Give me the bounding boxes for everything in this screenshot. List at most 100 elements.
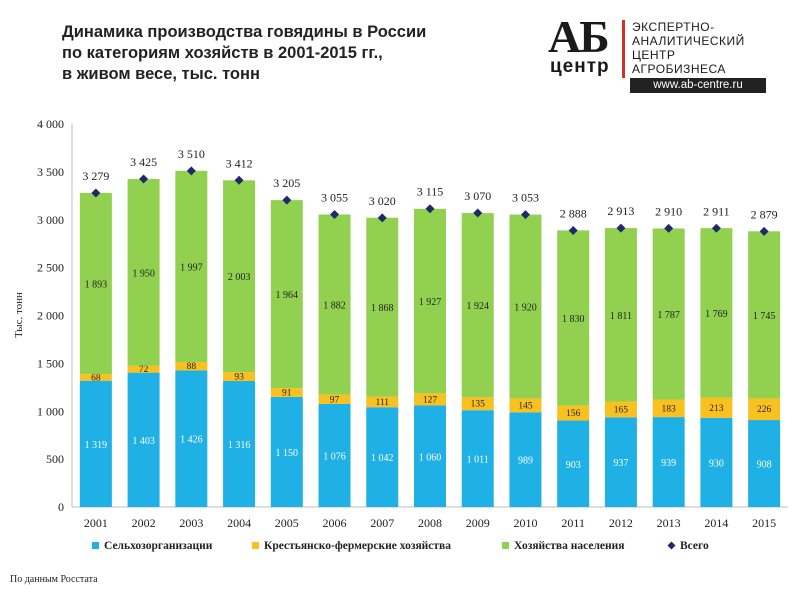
data-label: 1 997 bbox=[180, 262, 203, 273]
data-label: 72 bbox=[139, 365, 149, 375]
data-label: 989 bbox=[518, 456, 533, 467]
data-label: 1 924 bbox=[466, 301, 489, 312]
total-label: 3 510 bbox=[178, 147, 205, 161]
data-label: 1 319 bbox=[85, 440, 108, 451]
x-tick-label: 2005 bbox=[275, 516, 299, 530]
logo-line-3: ЦЕНТР bbox=[632, 48, 676, 62]
bar-segment bbox=[557, 230, 590, 406]
total-marker bbox=[186, 166, 196, 176]
total-marker bbox=[377, 213, 387, 223]
data-label: 1 882 bbox=[323, 301, 346, 312]
bar-segment bbox=[318, 214, 351, 395]
bar-segment bbox=[604, 401, 637, 418]
legend-label: Сельхозорганизации bbox=[104, 540, 213, 552]
bar-segment bbox=[366, 407, 399, 507]
bar-segment bbox=[700, 397, 733, 418]
total-marker bbox=[568, 225, 578, 235]
y-tick-label: 0 bbox=[58, 500, 64, 514]
total-marker bbox=[711, 223, 721, 233]
data-label: 91 bbox=[282, 389, 292, 399]
x-tick-label: 2010 bbox=[513, 516, 537, 530]
total-marker bbox=[282, 195, 292, 205]
bar-segment bbox=[366, 217, 399, 397]
data-label: 903 bbox=[566, 460, 581, 471]
total-marker bbox=[616, 223, 626, 233]
y-tick-label: 2 000 bbox=[37, 309, 64, 323]
title-line-2: по категориям хозяйств в 2001-2015 гг., bbox=[62, 44, 383, 62]
bar-segment bbox=[557, 420, 590, 507]
data-label: 1 426 bbox=[180, 435, 203, 446]
data-label: 1 811 bbox=[610, 311, 632, 322]
bar-segment bbox=[557, 405, 590, 421]
data-label: 183 bbox=[662, 404, 677, 414]
x-tick-label: 2007 bbox=[370, 516, 394, 530]
data-label: 1 893 bbox=[85, 280, 108, 291]
total-marker bbox=[234, 175, 244, 185]
bar-segment bbox=[509, 398, 542, 413]
x-tick-label: 2004 bbox=[227, 516, 251, 530]
bar-segment bbox=[700, 228, 733, 398]
legend-swatch bbox=[92, 542, 99, 549]
bar-segment bbox=[127, 179, 160, 366]
total-label: 3 279 bbox=[82, 169, 109, 183]
legend-swatch bbox=[502, 542, 509, 549]
bar-segment bbox=[604, 228, 637, 402]
total-marker bbox=[664, 223, 674, 233]
data-label: 1 316 bbox=[228, 440, 251, 451]
x-tick-label: 2011 bbox=[561, 516, 585, 530]
bar-segment bbox=[223, 372, 256, 381]
y-tick-label: 3 500 bbox=[37, 165, 64, 179]
data-label: 1 011 bbox=[467, 455, 489, 466]
total-marker bbox=[473, 208, 483, 218]
total-marker bbox=[520, 210, 530, 220]
total-label: 3 115 bbox=[417, 185, 444, 199]
bar-segment bbox=[748, 231, 781, 399]
legend-label: Всего bbox=[680, 540, 709, 552]
data-label: 213 bbox=[709, 404, 724, 414]
bar-segment bbox=[748, 420, 781, 507]
data-label: 1 927 bbox=[419, 297, 442, 308]
total-label: 3 412 bbox=[226, 156, 253, 170]
y-tick-label: 3 000 bbox=[37, 213, 64, 227]
bar-segment bbox=[79, 192, 112, 375]
data-label: 1 964 bbox=[276, 290, 299, 301]
logo-text: ЭКСПЕРТНО- АНАЛИТИЧЕСКИЙ ЦЕНТР АГРОБИЗНЕ… bbox=[632, 20, 745, 76]
data-label: 68 bbox=[91, 373, 101, 383]
total-label: 2 911 bbox=[703, 204, 730, 218]
logo-mark-bottom: центр bbox=[550, 56, 610, 77]
data-label: 1 830 bbox=[562, 314, 585, 325]
bar-segment bbox=[270, 396, 303, 507]
bar-segment bbox=[461, 397, 494, 411]
source-note: По данным Росстата bbox=[10, 574, 98, 585]
data-label: 135 bbox=[471, 400, 486, 410]
data-label: 1 060 bbox=[419, 452, 442, 463]
x-tick-label: 2013 bbox=[657, 516, 681, 530]
data-label: 93 bbox=[234, 373, 244, 383]
y-tick-label: 500 bbox=[46, 452, 64, 466]
total-label: 3 205 bbox=[273, 176, 300, 190]
bar-segment bbox=[79, 374, 112, 381]
bar-segment bbox=[604, 417, 637, 507]
total-label: 3 055 bbox=[321, 190, 348, 204]
legend-swatch bbox=[667, 541, 676, 550]
total-label: 2 913 bbox=[607, 204, 634, 218]
ab-centre-logo: АБ центр ЭКСПЕРТНО- АНАЛИТИЧЕСКИЙ ЦЕНТР … bbox=[548, 12, 778, 98]
bar-segment bbox=[414, 393, 446, 406]
total-marker bbox=[425, 204, 435, 214]
data-label: 1 769 bbox=[705, 309, 728, 320]
total-marker bbox=[330, 209, 340, 219]
y-tick-label: 2 500 bbox=[37, 261, 64, 275]
total-label: 3 070 bbox=[464, 189, 491, 203]
bar-segment bbox=[127, 365, 160, 373]
x-tick-label: 2012 bbox=[609, 516, 633, 530]
x-tick-label: 2003 bbox=[179, 516, 203, 530]
bar-segment bbox=[652, 399, 685, 418]
data-label: 97 bbox=[330, 395, 340, 405]
bar-segment bbox=[175, 170, 208, 363]
total-label: 2 888 bbox=[560, 206, 587, 220]
logo-divider bbox=[622, 20, 625, 78]
bar-segment bbox=[700, 417, 733, 507]
data-label: 127 bbox=[423, 395, 438, 405]
x-tick-label: 2014 bbox=[704, 516, 728, 530]
